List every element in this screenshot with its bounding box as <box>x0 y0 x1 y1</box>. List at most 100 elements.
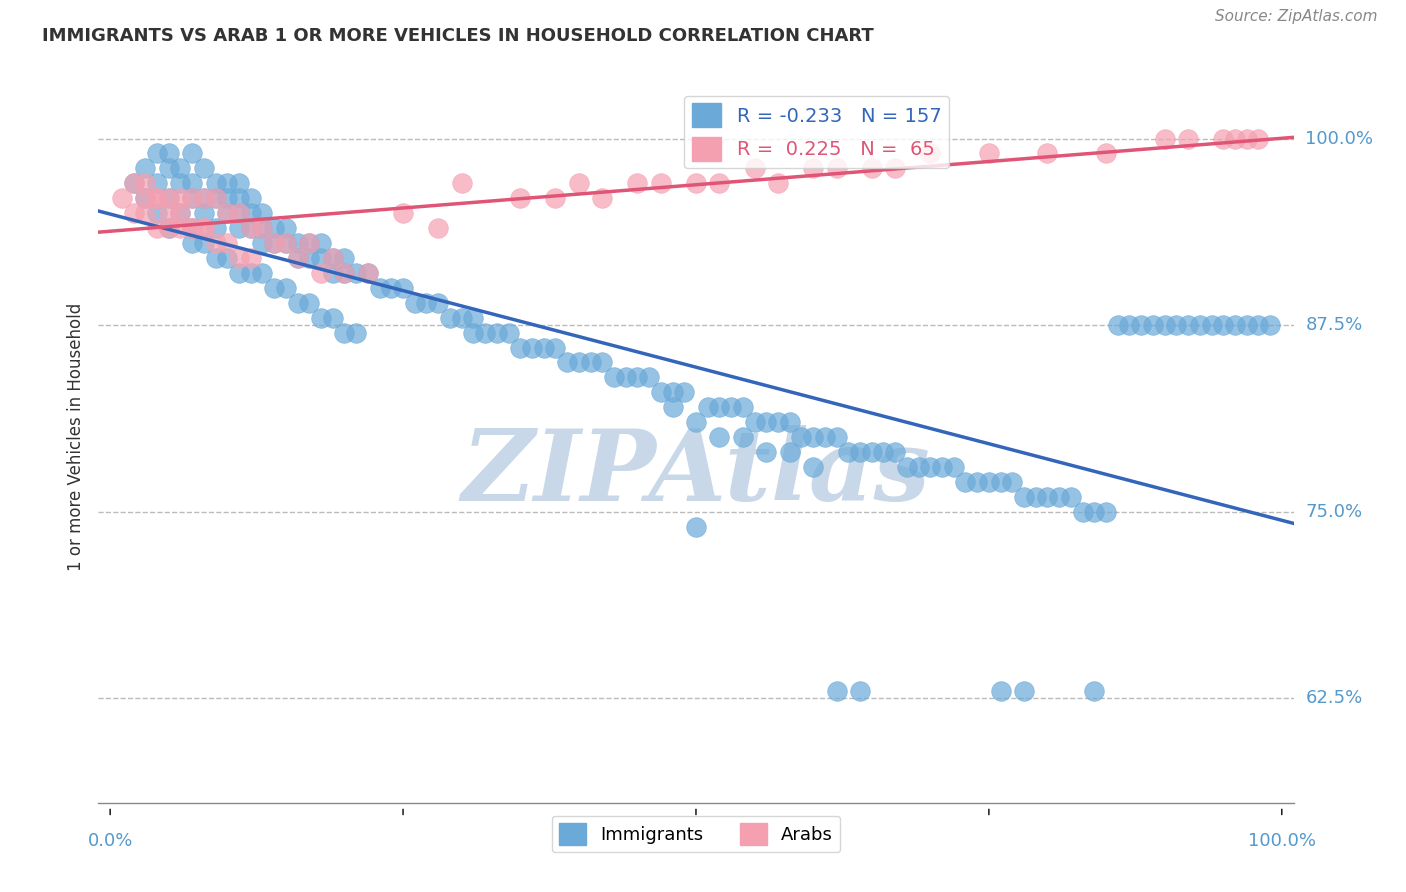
Text: Source: ZipAtlas.com: Source: ZipAtlas.com <box>1215 9 1378 24</box>
Point <box>169 161 191 176</box>
Point <box>579 355 602 369</box>
Point <box>368 281 391 295</box>
Point <box>228 266 250 280</box>
Point <box>860 445 883 459</box>
Point <box>181 221 204 235</box>
Point <box>193 206 215 220</box>
Point <box>849 445 872 459</box>
Point <box>181 177 204 191</box>
Point <box>1036 146 1059 161</box>
Point <box>298 235 321 250</box>
Point <box>239 206 262 220</box>
Point <box>977 475 1000 489</box>
Point <box>204 235 226 250</box>
Point <box>309 251 332 265</box>
Point <box>415 295 437 310</box>
Point <box>555 355 578 369</box>
Point <box>134 191 156 205</box>
Point <box>193 221 215 235</box>
Point <box>274 235 297 250</box>
Point <box>814 430 837 444</box>
Point <box>252 235 274 250</box>
Point <box>157 191 180 205</box>
Point <box>344 326 367 340</box>
Point <box>263 235 285 250</box>
Point <box>1095 505 1118 519</box>
Point <box>1258 318 1281 332</box>
Point <box>825 683 848 698</box>
Point <box>169 206 191 220</box>
Point <box>509 341 531 355</box>
Point <box>239 221 262 235</box>
Point <box>779 415 801 429</box>
Point <box>755 415 778 429</box>
Point <box>146 221 169 235</box>
Point <box>357 266 380 280</box>
Point <box>134 161 156 176</box>
Point <box>204 177 226 191</box>
Point <box>801 430 824 444</box>
Point <box>1223 318 1246 332</box>
Point <box>427 221 450 235</box>
Point <box>287 251 309 265</box>
Point <box>801 161 824 176</box>
Point <box>181 191 204 205</box>
Point <box>779 445 801 459</box>
Point <box>228 251 250 265</box>
Point <box>1247 131 1270 145</box>
Point <box>650 177 672 191</box>
Point <box>204 251 226 265</box>
Point <box>709 177 731 191</box>
Point <box>309 235 332 250</box>
Point <box>274 281 297 295</box>
Point <box>217 235 239 250</box>
Point <box>1177 131 1199 145</box>
Point <box>169 206 191 220</box>
Point <box>673 385 696 400</box>
Point <box>1188 318 1211 332</box>
Point <box>474 326 496 340</box>
Point <box>591 191 613 205</box>
Point <box>801 459 824 474</box>
Text: 62.5%: 62.5% <box>1306 690 1362 707</box>
Point <box>509 191 531 205</box>
Point <box>333 326 356 340</box>
Point <box>1212 131 1234 145</box>
Point <box>568 355 591 369</box>
Point <box>169 221 191 235</box>
Point <box>122 206 145 220</box>
Legend: Immigrants, Arabs: Immigrants, Arabs <box>551 816 841 852</box>
Point <box>204 191 226 205</box>
Point <box>252 206 274 220</box>
Point <box>239 266 262 280</box>
Point <box>357 266 380 280</box>
Point <box>322 251 344 265</box>
Point <box>333 266 356 280</box>
Point <box>942 459 965 474</box>
Point <box>1036 490 1059 504</box>
Point <box>1130 318 1153 332</box>
Point <box>955 475 977 489</box>
Point <box>181 221 204 235</box>
Point <box>450 177 472 191</box>
Point <box>498 326 520 340</box>
Point <box>977 146 1000 161</box>
Point <box>204 191 226 205</box>
Point <box>1118 318 1140 332</box>
Point <box>298 251 321 265</box>
Point <box>966 475 988 489</box>
Point <box>731 401 754 415</box>
Point <box>731 430 754 444</box>
Point <box>322 266 344 280</box>
Point <box>181 221 204 235</box>
Point <box>169 191 191 205</box>
Point <box>228 191 250 205</box>
Point <box>520 341 543 355</box>
Point <box>1236 131 1258 145</box>
Point <box>169 177 191 191</box>
Point <box>228 221 250 235</box>
Point <box>896 459 918 474</box>
Point <box>380 281 402 295</box>
Point <box>157 221 180 235</box>
Point <box>626 177 648 191</box>
